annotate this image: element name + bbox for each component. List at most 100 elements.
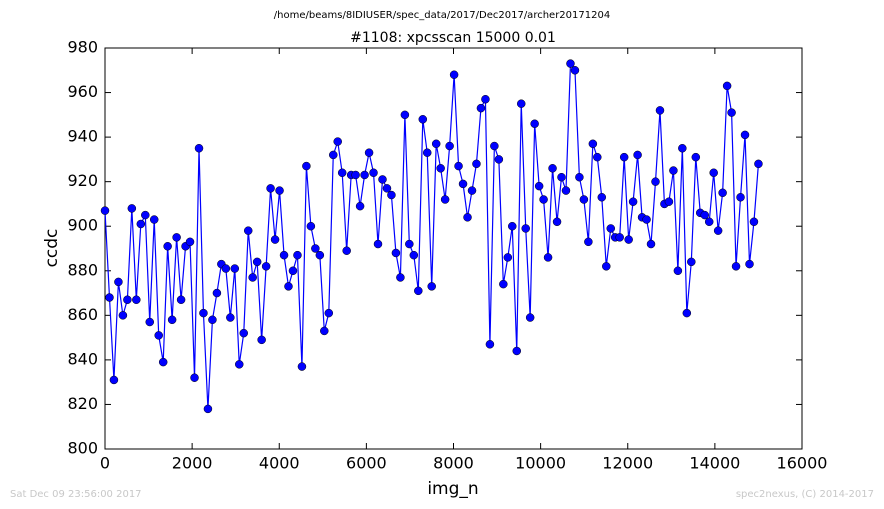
data-point	[467, 186, 477, 195]
data-point	[736, 193, 745, 202]
data-point	[194, 144, 204, 153]
data-point	[516, 99, 526, 108]
y-axis-label: ccdc	[42, 229, 62, 268]
data-point	[427, 282, 436, 291]
data-point	[329, 150, 338, 160]
data-point	[754, 159, 763, 169]
data-point	[252, 257, 262, 267]
y-tick-label: 800	[67, 439, 98, 458]
data-point	[141, 210, 150, 220]
data-point	[302, 161, 311, 171]
data-point	[458, 179, 468, 189]
data-point	[109, 375, 119, 385]
x-tick-label: 0	[100, 454, 110, 473]
data-point	[100, 206, 110, 215]
data-point	[320, 326, 329, 336]
data-point	[713, 226, 723, 235]
y-tick-label: 840	[67, 349, 98, 368]
data-point	[534, 181, 544, 191]
data-point	[552, 217, 562, 227]
data-point	[481, 94, 490, 104]
data-point	[239, 328, 248, 338]
data-point	[132, 295, 141, 304]
data-point	[633, 150, 642, 160]
data-point	[678, 144, 687, 153]
data-point	[490, 141, 499, 151]
data-point	[749, 217, 759, 227]
data-point	[360, 170, 369, 180]
data-point	[727, 108, 736, 117]
x-tick-label: 4000	[259, 454, 300, 473]
x-tick-label: 2000	[172, 454, 213, 473]
data-point	[691, 152, 701, 162]
x-tick-label: 14000	[689, 454, 740, 473]
data-point	[525, 313, 535, 322]
data-point	[597, 193, 607, 202]
data-point	[172, 233, 181, 242]
data-point	[472, 159, 481, 169]
chart-title: #1108: xpcsscan 15000 0.01	[350, 30, 556, 46]
data-point	[543, 253, 553, 262]
data-point	[127, 204, 137, 213]
data-point	[208, 315, 217, 325]
data-point	[275, 186, 284, 195]
data-point	[557, 172, 566, 182]
data-point	[270, 235, 280, 244]
data-point	[396, 273, 405, 282]
data-point	[566, 59, 575, 68]
data-point	[279, 250, 289, 260]
data-point	[422, 148, 432, 157]
data-point	[530, 119, 539, 128]
data-point	[405, 239, 414, 249]
data-point	[190, 373, 199, 382]
data-point	[105, 293, 114, 302]
data-point	[351, 170, 360, 180]
data-point	[602, 262, 611, 271]
data-point	[593, 152, 602, 162]
data-point	[118, 311, 128, 320]
data-point	[740, 130, 750, 140]
data-point	[440, 195, 450, 204]
data-point	[619, 152, 629, 162]
x-tick-label: 8000	[433, 454, 474, 473]
data-point	[485, 340, 495, 349]
data-point	[378, 175, 387, 184]
data-point	[293, 250, 302, 260]
data-point	[624, 235, 633, 244]
data-point	[646, 239, 656, 249]
data-point	[454, 161, 463, 171]
data-point	[149, 215, 159, 224]
data-point	[400, 110, 410, 120]
y-tick-label: 980	[67, 38, 98, 57]
x-axis-label: img_n	[427, 479, 478, 499]
data-point	[203, 404, 213, 414]
data-point	[651, 177, 660, 186]
x-tick-label: 16000	[777, 454, 828, 473]
data-point	[431, 139, 441, 149]
data-point	[257, 335, 266, 345]
data-point	[176, 295, 186, 304]
data-point	[436, 164, 445, 173]
y-tick-label: 880	[67, 260, 98, 279]
data-point	[391, 248, 401, 258]
timestamp: Sat Dec 09 23:56:00 2017	[10, 489, 142, 500]
data-point	[494, 155, 504, 164]
data-point	[266, 184, 275, 193]
data-point	[199, 308, 208, 318]
data-point	[570, 66, 580, 75]
data-point	[731, 262, 741, 271]
data-point	[561, 186, 571, 195]
data-point	[687, 257, 696, 267]
data-point	[409, 250, 419, 260]
data-point	[288, 266, 298, 276]
data-point	[315, 250, 325, 260]
data-point	[337, 168, 347, 178]
data-point	[548, 164, 557, 173]
data-point	[669, 166, 678, 175]
data-point	[221, 264, 231, 273]
data-point	[508, 221, 517, 231]
data-point	[414, 286, 423, 296]
data-point	[704, 217, 714, 227]
data-point	[261, 262, 271, 271]
data-point	[364, 148, 374, 157]
